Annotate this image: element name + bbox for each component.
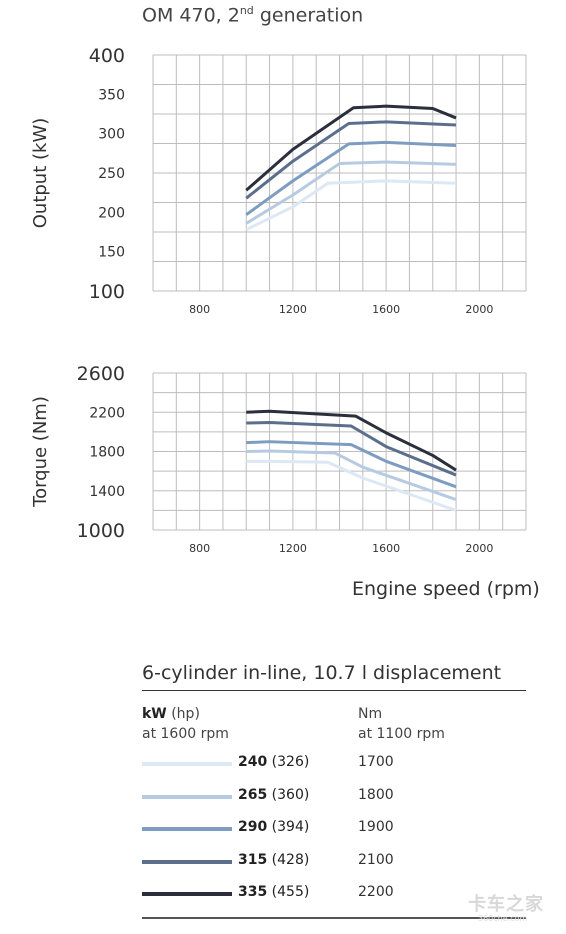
hp-value: (455) bbox=[267, 884, 310, 901]
spec-row: 265 (360) 1800 bbox=[142, 786, 526, 808]
kw-header-unit: kW bbox=[142, 706, 167, 722]
legend-swatch bbox=[142, 892, 232, 897]
kw-value: 315 bbox=[238, 851, 268, 868]
x-tick-label: 800 bbox=[189, 303, 210, 316]
x-tick-label: 2000 bbox=[465, 303, 493, 316]
y-tick-label: 300 bbox=[98, 127, 125, 143]
nm-value: 1800 bbox=[358, 786, 394, 803]
x-tick-label: 2000 bbox=[465, 542, 493, 555]
spec-row: 290 (394) 1900 bbox=[142, 818, 526, 840]
nm-value: 2100 bbox=[358, 851, 394, 868]
y-tick-label: 1000 bbox=[77, 520, 125, 542]
y-tick-label: 2600 bbox=[77, 363, 125, 385]
page-title: OM 470, 2nd generation bbox=[142, 4, 363, 26]
series-line-4 bbox=[245, 120, 457, 200]
y-tick-label: 400 bbox=[89, 45, 125, 67]
kw-hp-value: 240 (326) bbox=[238, 754, 309, 770]
hp-header-unit: (hp) bbox=[166, 706, 200, 722]
series-line-3 bbox=[246, 440, 457, 489]
nm-value: 1700 bbox=[358, 754, 394, 770]
title-superscript: nd bbox=[239, 4, 254, 17]
y-tick-label: 150 bbox=[98, 245, 125, 261]
spec-table-title: 6-cylinder in-line, 10.7 l displacement bbox=[142, 662, 502, 684]
hp-value: (326) bbox=[267, 754, 310, 770]
x-tick-label: 1200 bbox=[279, 303, 307, 316]
nm-column-header: Nm at 1100 rpm bbox=[358, 704, 445, 744]
y-tick-label: 2200 bbox=[89, 405, 125, 421]
series-line-4 bbox=[246, 421, 457, 477]
nm-value: 1900 bbox=[358, 819, 394, 836]
legend-swatch bbox=[142, 859, 232, 864]
legend-swatch bbox=[142, 794, 232, 799]
nm-header-sub: at 1100 rpm bbox=[358, 726, 445, 742]
kw-hp-value: 335 (455) bbox=[238, 884, 309, 900]
title-rest: generation bbox=[253, 4, 364, 27]
x-tick-label: 1600 bbox=[372, 542, 400, 555]
kw-hp-value: 290 (394) bbox=[238, 819, 309, 835]
nm-value: 2200 bbox=[358, 884, 394, 901]
hp-value: (394) bbox=[267, 819, 310, 836]
kw-value: 265 bbox=[238, 786, 268, 803]
x-axis-label: Engine speed (rpm) bbox=[352, 578, 540, 600]
kw-value: 290 bbox=[238, 819, 268, 836]
torque-chart: 1000 1400 1800 2200 2600 800 1200 1600 2000 Torqu… bbox=[30, 363, 527, 555]
series-line-5 bbox=[246, 409, 457, 472]
spec-top-rule bbox=[142, 690, 526, 691]
spec-row: 240 (326) 1700 bbox=[142, 753, 526, 775]
y-axis-label: Torque (Nm) bbox=[30, 396, 51, 508]
spec-row: 315 (428) 2100 bbox=[142, 851, 526, 873]
kw-header-sub: at 1600 rpm bbox=[142, 726, 229, 742]
nm-header-unit: Nm bbox=[358, 706, 383, 722]
spec-row: 335 (455) 2200 bbox=[142, 883, 526, 905]
watermark-logo: 卡车之家 bbox=[468, 894, 544, 915]
kw-value: 240 bbox=[238, 754, 268, 770]
title-main: OM 470, 2 bbox=[142, 4, 240, 27]
spec-bottom-rule bbox=[142, 917, 526, 919]
series-line-2 bbox=[245, 160, 457, 225]
series-line-2 bbox=[246, 449, 457, 501]
hp-value: (428) bbox=[267, 851, 310, 868]
legend-swatch bbox=[142, 827, 232, 832]
y-tick-label: 1800 bbox=[89, 445, 125, 461]
y-tick-label: 350 bbox=[98, 87, 125, 103]
x-tick-label: 800 bbox=[189, 542, 210, 555]
kw-column-header: kW (hp) at 1600 rpm bbox=[142, 704, 229, 744]
watermark-url: 360che.com bbox=[478, 914, 528, 923]
x-tick-label: 1600 bbox=[372, 303, 400, 316]
y-axis-label: Output (kW) bbox=[30, 118, 51, 229]
y-tick-label: 1400 bbox=[89, 484, 125, 500]
kw-hp-value: 315 (428) bbox=[238, 852, 309, 868]
output-chart: 100 150 200 250 300 350 400 800 1200 1600 2000 Outp… bbox=[30, 45, 527, 316]
series-line-1 bbox=[246, 459, 457, 512]
series-line-5 bbox=[245, 104, 457, 192]
kw-value: 335 bbox=[238, 884, 268, 901]
y-tick-label: 100 bbox=[89, 281, 125, 303]
kw-hp-value: 265 (360) bbox=[238, 787, 309, 803]
legend-swatch bbox=[142, 762, 232, 766]
y-tick-label: 200 bbox=[98, 205, 125, 221]
hp-value: (360) bbox=[267, 786, 310, 803]
series-line-3 bbox=[245, 140, 457, 216]
x-tick-label: 1200 bbox=[279, 542, 307, 555]
y-tick-label: 250 bbox=[98, 166, 125, 182]
series-line-1 bbox=[245, 179, 457, 231]
